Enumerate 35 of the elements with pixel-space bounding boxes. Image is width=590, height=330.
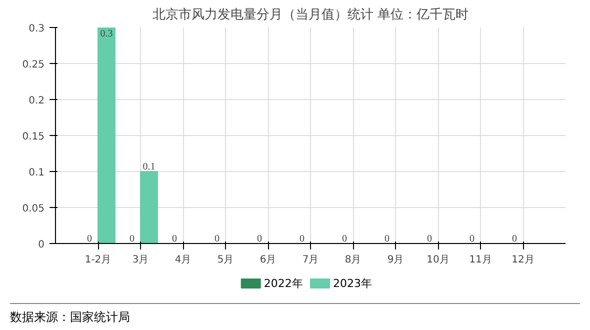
x-tick-label: 4月	[174, 254, 192, 266]
x-tick-label: 1-2月	[84, 254, 112, 266]
chart-title: 北京市风力发电量分月（当月值）统计 单位：亿千瓦时	[152, 8, 469, 22]
x-tick-label: 11月	[469, 254, 492, 266]
y-tick-label: 0.1	[28, 168, 45, 178]
x-tick-label: 12月	[512, 254, 534, 266]
data-label: 0	[130, 234, 134, 244]
x-tick-label: 6月	[260, 254, 276, 266]
legend-label: 2023年	[332, 277, 372, 290]
data-label: 0	[427, 234, 432, 244]
legend-label: 2022年	[264, 277, 303, 290]
x-tick-label: 5月	[217, 254, 234, 266]
data-label: 0	[470, 234, 474, 244]
data-label: 0.3	[100, 28, 113, 40]
data-label: 0	[257, 234, 262, 244]
data-label: 0	[384, 234, 390, 244]
data-label: 0.1	[142, 162, 156, 172]
data-label: 0	[87, 234, 92, 244]
y-tick-label: 0.05	[22, 204, 44, 214]
x-tick-label: 3月	[132, 254, 149, 266]
y-tick-label: 0.15	[22, 132, 44, 142]
y-tick-label: 0.2	[28, 96, 45, 106]
data-label: 0	[512, 234, 517, 244]
data-label: 0	[172, 234, 177, 244]
x-tick-label: 9月	[387, 254, 404, 266]
y-tick-label: 0.25	[22, 60, 44, 70]
x-tick-label: 7月	[302, 254, 319, 266]
y-tick-label: 0	[38, 240, 45, 250]
data-label: 0	[300, 234, 304, 244]
source-note: 数据来源：国家统计局	[10, 309, 130, 326]
data-label: 0	[214, 234, 220, 244]
y-tick-label: 0.3	[28, 24, 45, 34]
x-tick-label: 8月	[344, 254, 362, 266]
x-tick-label: 10月	[426, 254, 450, 266]
data-label: 0	[342, 234, 347, 244]
